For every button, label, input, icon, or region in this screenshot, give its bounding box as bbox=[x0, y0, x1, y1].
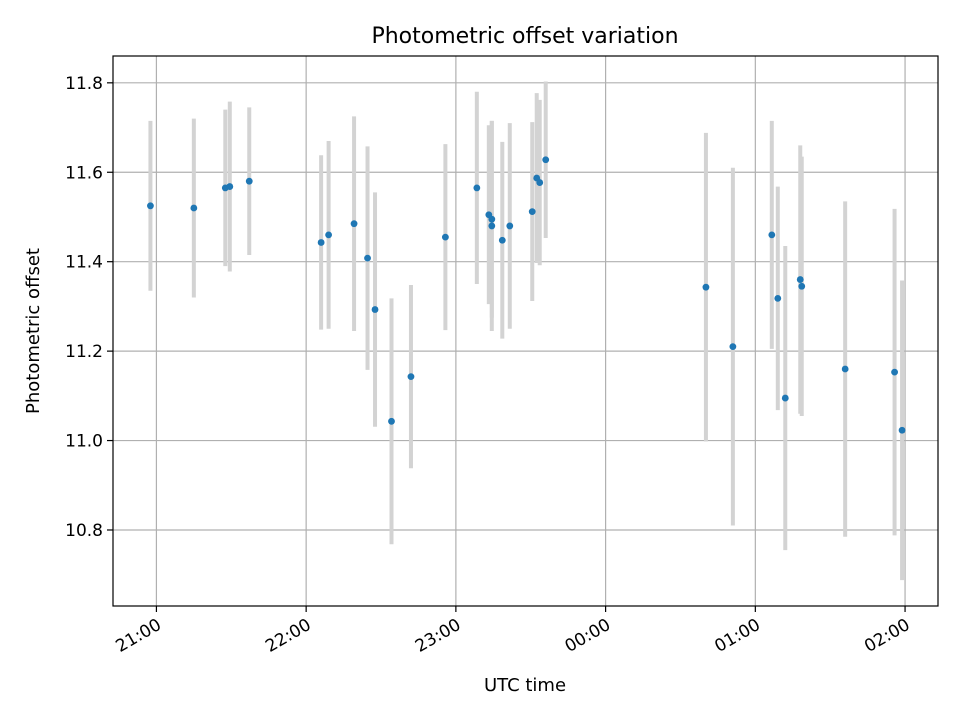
data-point bbox=[190, 204, 198, 212]
data-point bbox=[245, 177, 253, 185]
y-tick-label: 11.6 bbox=[65, 163, 103, 183]
y-tick-label: 11.0 bbox=[65, 432, 103, 452]
data-point bbox=[536, 179, 544, 186]
y-tick-label: 11.8 bbox=[65, 74, 103, 94]
y-tick-label: 11.2 bbox=[65, 342, 103, 362]
data-point bbox=[317, 239, 325, 246]
data-point bbox=[841, 365, 849, 373]
data-point bbox=[768, 231, 776, 239]
x-axis-label: UTC time bbox=[484, 675, 566, 696]
data-point bbox=[796, 276, 804, 283]
data-point bbox=[729, 343, 737, 351]
data-point bbox=[891, 368, 898, 376]
data-point bbox=[388, 417, 395, 425]
data-point bbox=[774, 294, 782, 302]
data-point bbox=[473, 184, 481, 192]
point-layer bbox=[147, 156, 906, 434]
plot-frame bbox=[112, 55, 939, 607]
data-point bbox=[498, 236, 506, 244]
data-point bbox=[781, 394, 789, 402]
data-point bbox=[898, 426, 906, 434]
data-point bbox=[528, 208, 536, 216]
data-point bbox=[147, 202, 154, 210]
data-point bbox=[441, 233, 449, 241]
data-point bbox=[542, 156, 550, 164]
data-point bbox=[350, 220, 358, 228]
data-point bbox=[226, 183, 234, 190]
data-point bbox=[325, 231, 333, 239]
y-tick-label: 10.8 bbox=[65, 521, 103, 541]
data-point bbox=[371, 306, 379, 313]
data-point bbox=[798, 282, 806, 290]
y-axis-label: Photometric offset bbox=[23, 248, 44, 414]
data-point bbox=[488, 215, 496, 223]
data-point bbox=[506, 222, 514, 230]
data-point bbox=[407, 373, 415, 381]
data-point bbox=[488, 222, 496, 230]
chart-title: Photometric offset variation bbox=[371, 24, 678, 49]
y-tick-label: 11.4 bbox=[65, 253, 103, 273]
data-point bbox=[364, 254, 371, 262]
data-point bbox=[702, 283, 710, 291]
